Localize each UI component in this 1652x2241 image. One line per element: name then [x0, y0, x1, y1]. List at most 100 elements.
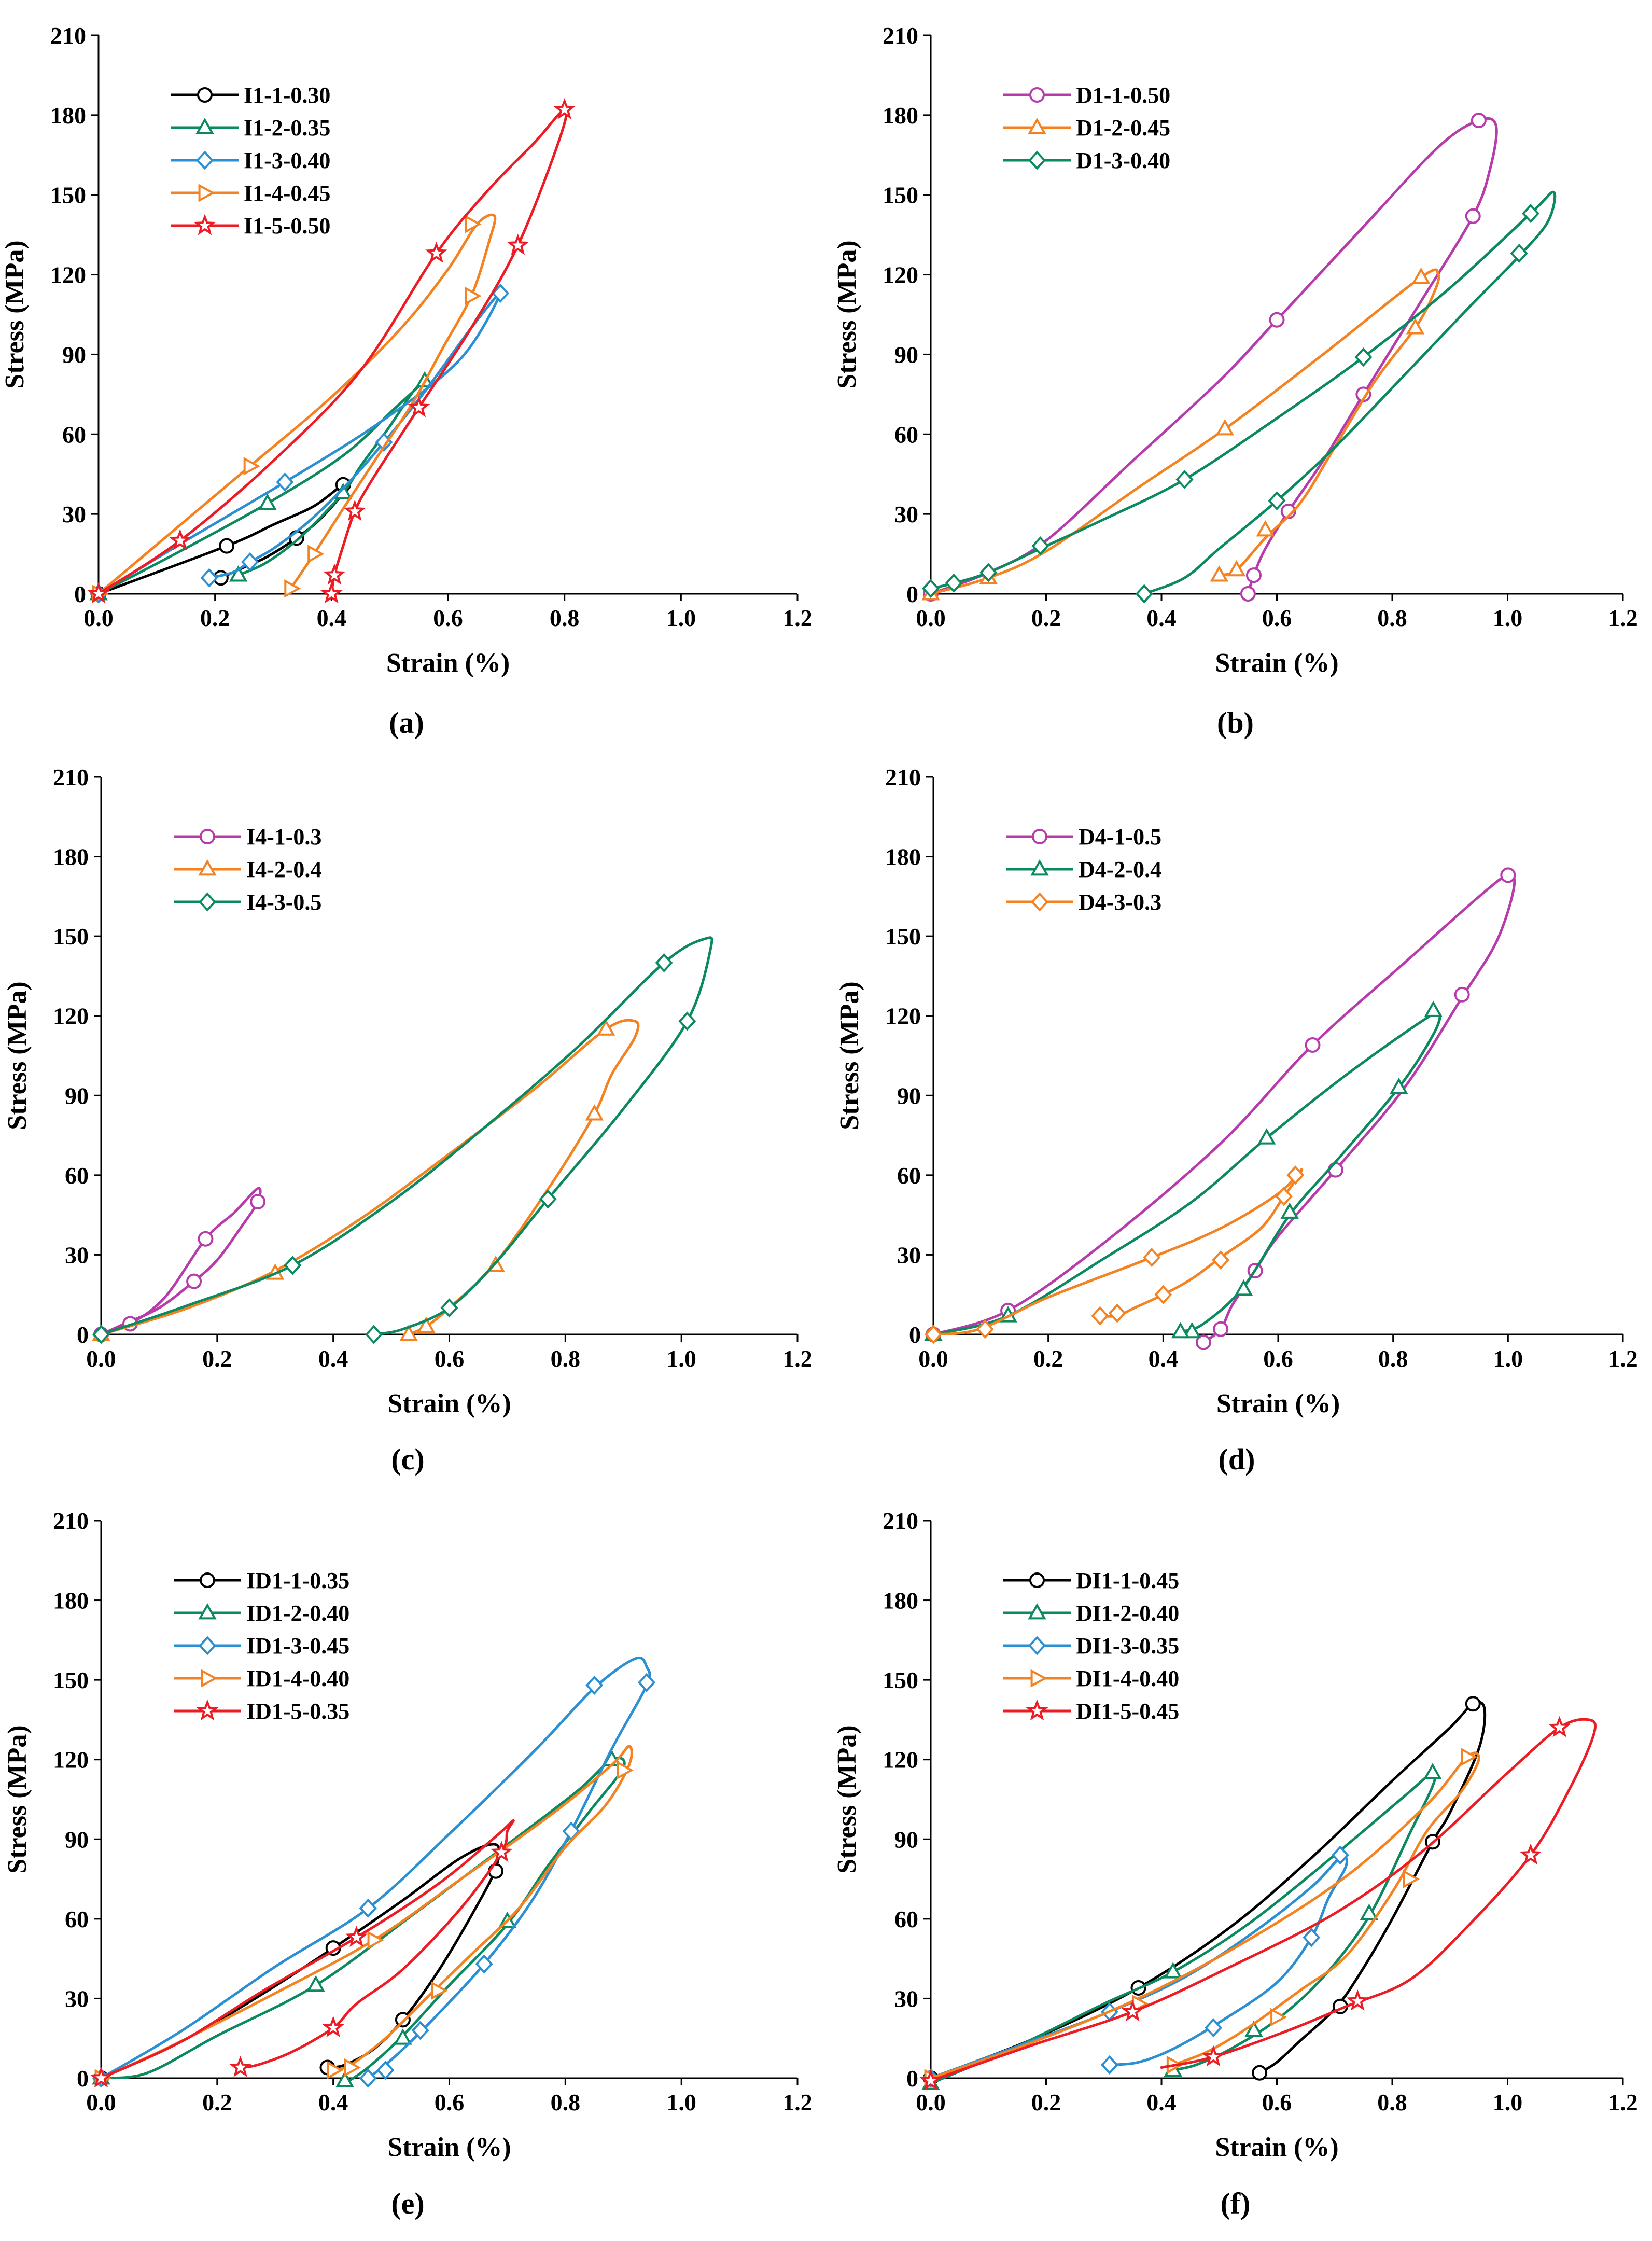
series-line	[932, 1010, 1441, 1336]
data-point	[198, 1231, 214, 1247]
y-tick-label: 90	[65, 1826, 89, 1853]
series-di1-4-0-40	[924, 1747, 1480, 2087]
x-tick-label: 0.6	[1262, 605, 1292, 631]
y-tick-label: 150	[883, 1667, 918, 1693]
x-tick-label: 1.2	[1608, 605, 1638, 631]
y-axis-title: Stress (MPa)	[832, 240, 862, 388]
legend-label: I1-3-0.40	[244, 148, 330, 173]
data-point	[465, 215, 482, 233]
legend-label: D1-1-0.50	[1076, 82, 1170, 108]
y-tick-label: 90	[894, 1826, 918, 1853]
y-tick-label: 60	[894, 421, 918, 448]
y-tick-label: 0	[77, 1321, 89, 1348]
data-point	[507, 233, 529, 255]
legend-label: ID1-5-0.35	[246, 1699, 349, 1724]
y-tick-label: 0	[77, 2065, 89, 2092]
y-tick-label: 60	[62, 421, 86, 448]
legend-marker	[200, 829, 215, 844]
data-point	[1423, 1763, 1442, 1779]
data-point	[1171, 1321, 1190, 1339]
legend-marker	[1030, 1669, 1047, 1688]
data-point	[1403, 1870, 1420, 1888]
data-point	[1205, 2018, 1223, 2038]
data-point	[343, 499, 366, 521]
data-point	[169, 528, 191, 550]
series-line	[97, 213, 497, 595]
y-tick-label: 0	[74, 581, 86, 607]
panel-label: (c)	[391, 1442, 424, 1476]
y-tick-label: 150	[53, 1667, 89, 1693]
legend-marker	[1028, 1636, 1046, 1655]
series-i4-3-0-5	[92, 936, 713, 1344]
chart-panel-f: 0.0 0.2 0.4 0.6 0.8 1.0 1.2 0 30 60 90 120 150 180 210…	[832, 1508, 1638, 2220]
data-point	[320, 582, 343, 604]
x-axis-title: Strain (%)	[387, 2133, 511, 2162]
legend-label: I4-2-0.4	[246, 857, 321, 882]
data-point	[284, 579, 301, 598]
legend-marker	[1028, 150, 1046, 170]
y-tick-label: 210	[50, 22, 86, 49]
x-tick-label: 0.4	[1146, 605, 1177, 631]
x-tick-label: 1.2	[782, 605, 813, 631]
legend-item: D1-3-0.40	[1003, 148, 1170, 173]
data-point	[1465, 1696, 1481, 1712]
y-tick-label: 210	[883, 22, 918, 49]
y-tick-label: 0	[906, 2065, 918, 2092]
y-tick-label: 90	[897, 1082, 921, 1109]
data-point	[327, 2061, 344, 2080]
data-point	[1121, 2000, 1144, 2022]
y-tick-label: 0	[906, 581, 918, 607]
data-point	[186, 1273, 202, 1289]
x-axis-title: Strain (%)	[387, 1389, 511, 1418]
y-tick-label: 210	[53, 764, 89, 790]
legend-label: DI1-1-0.45	[1076, 1568, 1179, 1593]
data-point	[241, 552, 259, 572]
data-point	[276, 472, 294, 492]
series-i4-2-0-4	[92, 1019, 640, 1341]
data-point	[1108, 1303, 1126, 1323]
y-tick-label: 0	[909, 1321, 921, 1348]
series-line	[929, 1718, 1597, 2082]
series-d4-2-0-4	[924, 1000, 1443, 1341]
data-point	[465, 286, 482, 305]
x-tick-label: 1.2	[782, 2089, 813, 2115]
data-point	[411, 2021, 429, 2040]
y-tick-label: 120	[53, 1003, 89, 1029]
data-point	[1424, 1000, 1443, 1017]
data-point	[1471, 113, 1487, 129]
data-point	[306, 1975, 325, 1992]
data-point	[1354, 347, 1373, 367]
data-point	[1280, 504, 1296, 520]
x-tick-label: 1.2	[1608, 2089, 1638, 2115]
y-tick-label: 180	[885, 844, 921, 870]
data-point	[229, 2055, 252, 2077]
x-tick-label: 0.4	[1149, 1345, 1179, 1372]
data-point	[284, 1256, 302, 1275]
x-tick-label: 0.8	[1377, 605, 1407, 631]
data-point	[1390, 1077, 1408, 1094]
data-point	[335, 2071, 354, 2087]
x-tick-label: 0.0	[83, 605, 114, 631]
legend: I1-1-0.30 I1-2-0.35 I1-3-0.40 I1-4-0.45 I1-5…	[171, 82, 330, 239]
series-di1-2-0-40	[921, 1763, 1442, 2090]
x-tick-label: 0.6	[1263, 1345, 1293, 1372]
x-tick-label: 1.0	[1493, 605, 1523, 631]
y-tick-label: 120	[883, 1747, 918, 1773]
legend-item: D4-3-0.3	[1006, 889, 1161, 915]
data-point	[1275, 1187, 1293, 1206]
data-point	[425, 241, 447, 263]
legend-marker	[1028, 117, 1046, 134]
data-point	[1091, 1306, 1109, 1326]
legend-item: I4-1-0.3	[174, 824, 321, 850]
legend-marker	[1029, 87, 1045, 103]
x-tick-label: 1.0	[666, 605, 696, 631]
legend-label: I1-4-0.45	[244, 180, 330, 206]
legend-marker	[198, 1636, 217, 1655]
data-point	[1461, 1747, 1478, 1766]
data-point	[359, 2068, 377, 2088]
legend-marker	[201, 1669, 218, 1688]
x-tick-label: 0.0	[916, 605, 946, 631]
data-point	[1195, 1334, 1211, 1350]
data-point	[1521, 204, 1540, 224]
